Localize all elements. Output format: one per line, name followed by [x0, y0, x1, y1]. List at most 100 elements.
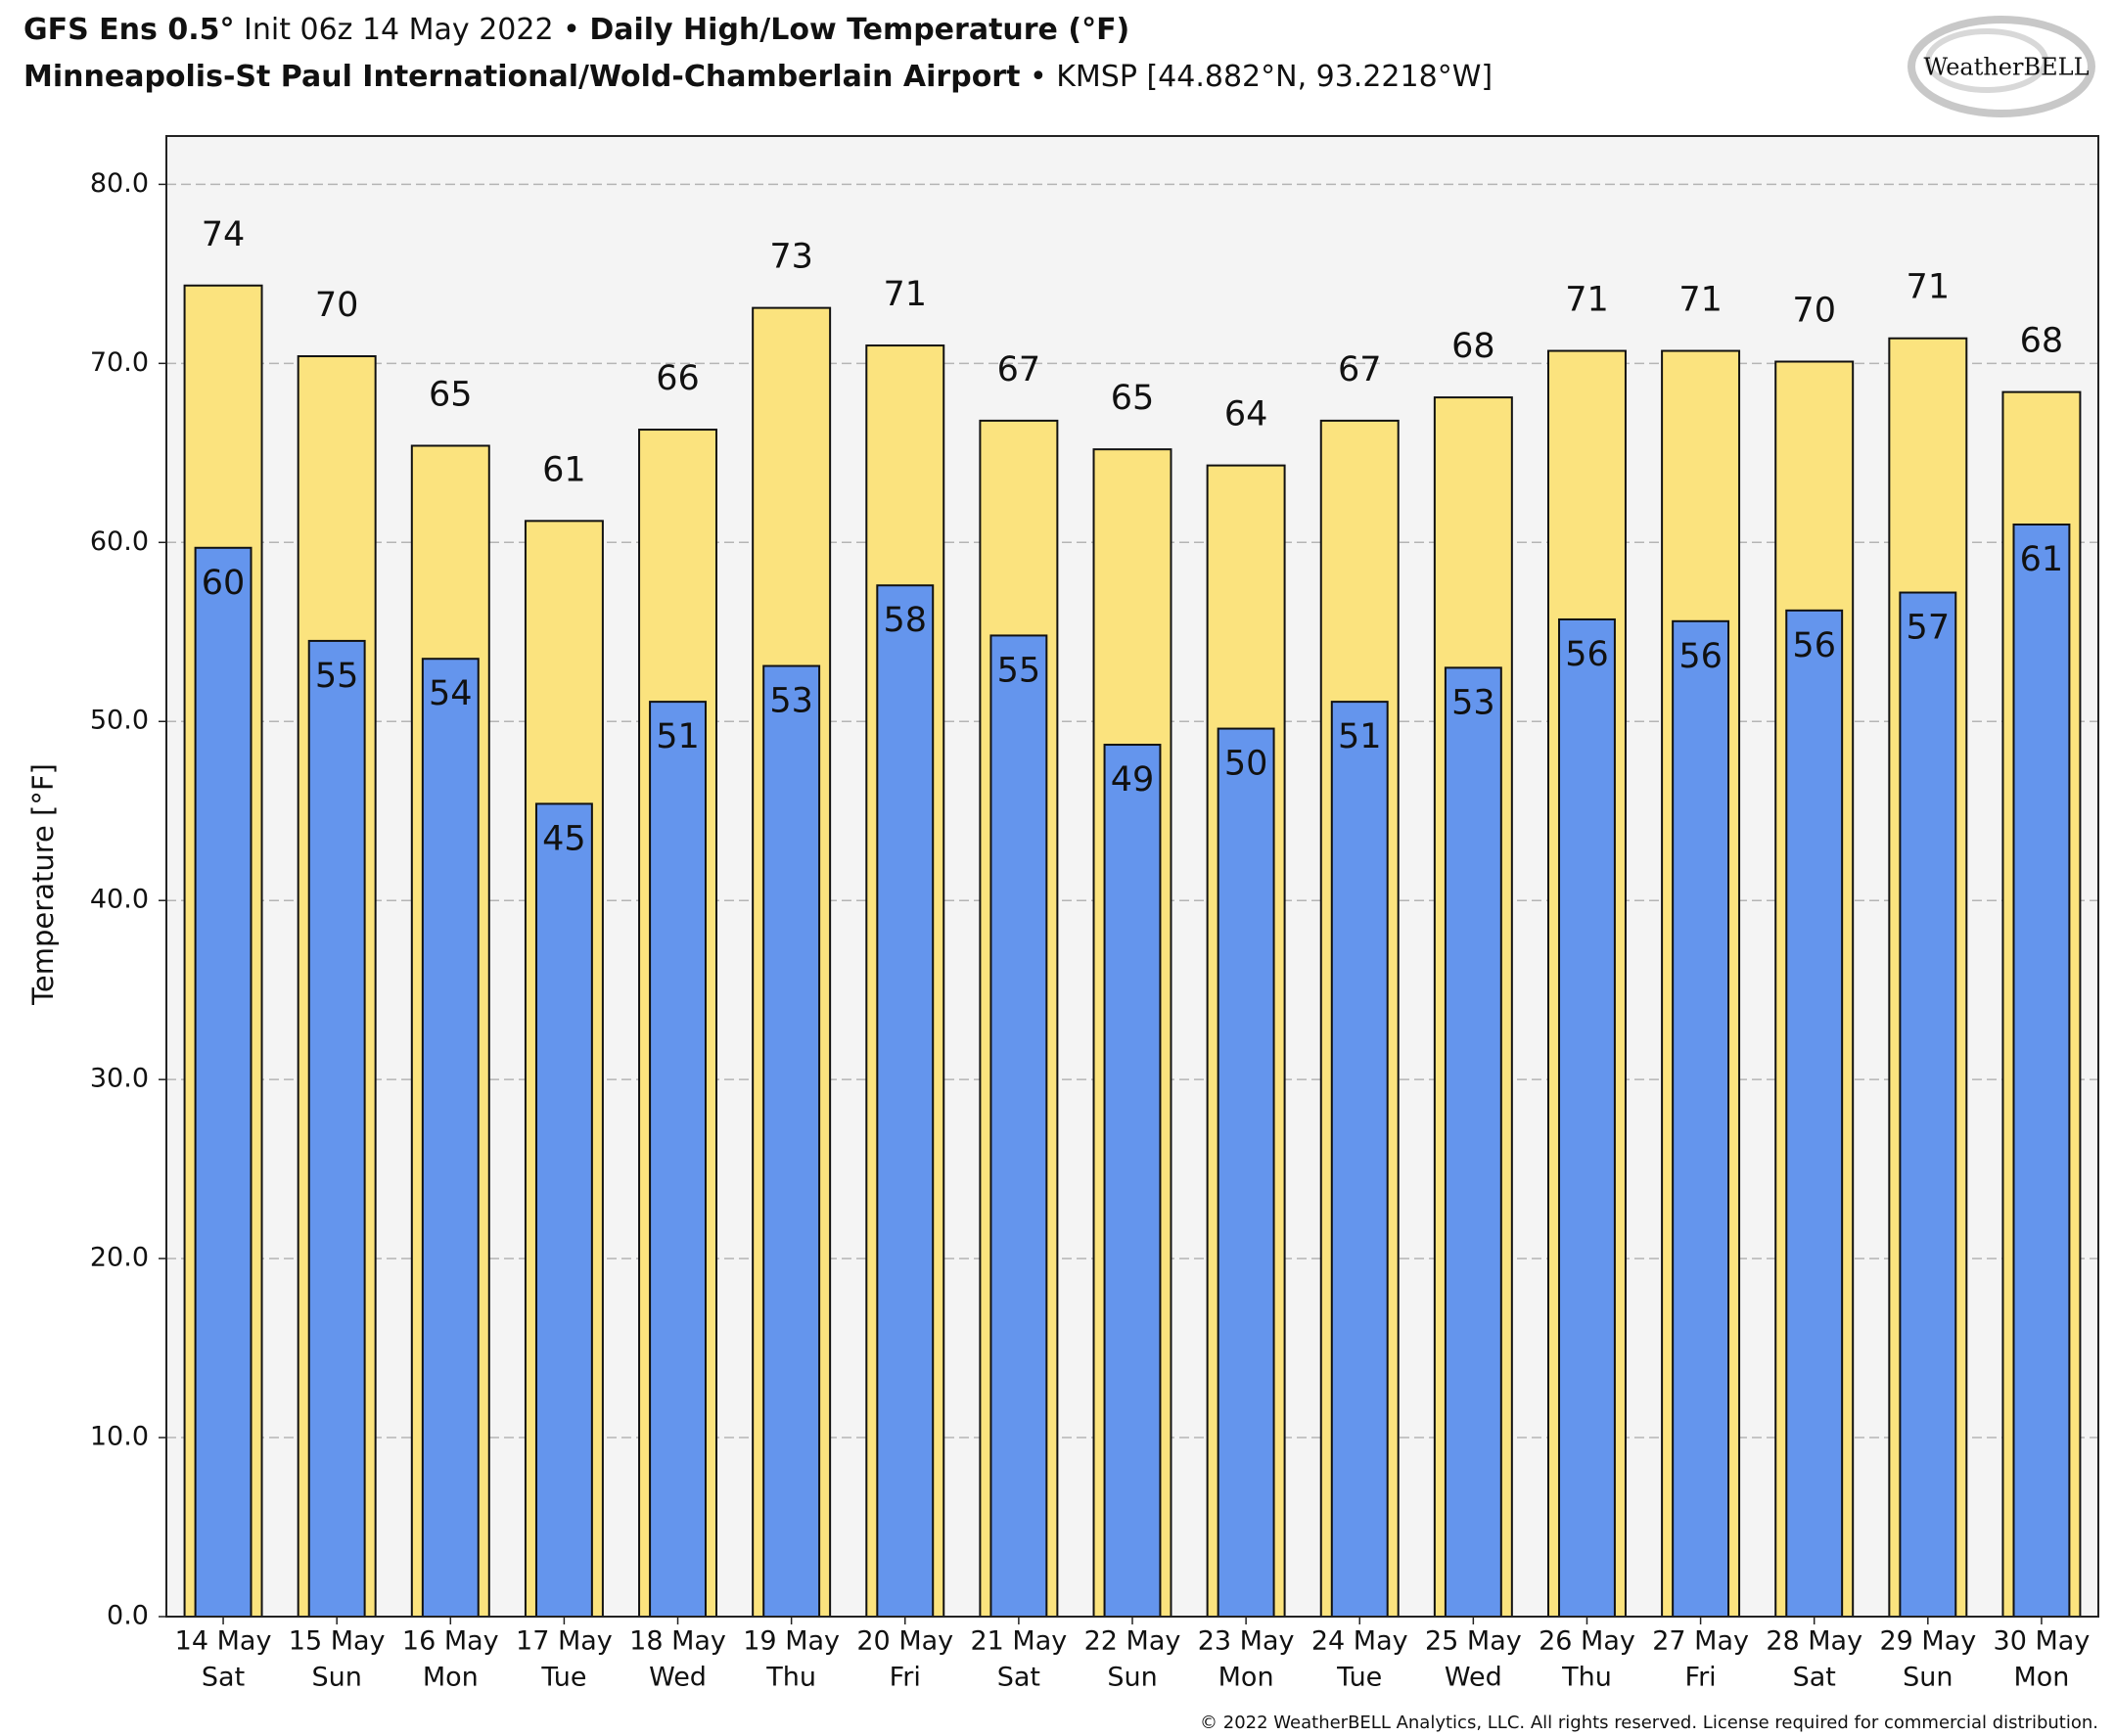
value-label: 60: [202, 564, 246, 603]
value-label: 57: [1907, 609, 1951, 648]
value-label: 49: [1111, 760, 1155, 799]
y-tick-label: 0.0: [107, 1601, 149, 1631]
value-label: 74: [202, 215, 246, 254]
value-label: 55: [315, 657, 359, 696]
value-label: 70: [1792, 292, 1836, 331]
y-tick-label: 60.0: [90, 526, 149, 557]
logo-text: WeatherBELL: [1923, 54, 2089, 81]
y-tick-label: 40.0: [90, 885, 149, 915]
bar: [1444, 666, 1502, 1618]
value-label: 71: [1565, 281, 1609, 320]
x-tick-label: 21 May: [970, 1626, 1067, 1657]
x-tick-label: 23 May: [1198, 1626, 1295, 1657]
logo-swirl: [1925, 28, 2048, 93]
bar: [1785, 609, 1844, 1618]
value-label: 56: [1565, 635, 1609, 674]
x-tick-sublabel: Sat: [997, 1663, 1040, 1693]
bar: [649, 701, 707, 1618]
logo: WeatherBELL: [1907, 16, 2095, 117]
value-label: 58: [883, 601, 927, 640]
bar: [1899, 591, 1957, 1618]
value-label: 68: [1451, 327, 1495, 366]
y-tick-label: 80.0: [90, 168, 149, 199]
bar: [2012, 524, 2071, 1618]
title-segment: Init 06z 14 May 2022 •: [234, 13, 589, 47]
value-label: 71: [1678, 281, 1723, 320]
x-tick-label: 22 May: [1084, 1626, 1181, 1657]
value-label: 73: [769, 238, 813, 277]
value-label: 66: [656, 359, 700, 398]
value-label: 61: [2020, 540, 2064, 579]
value-label: 54: [429, 674, 473, 713]
y-tick-label: 30.0: [90, 1064, 149, 1094]
value-label: 71: [883, 275, 927, 314]
value-label: 67: [997, 350, 1041, 389]
x-tick-label: 28 May: [1766, 1626, 1862, 1657]
value-label: 61: [542, 450, 586, 489]
title-segment: Daily High/Low Temperature (°F): [589, 13, 1129, 47]
x-tick-label: 25 May: [1425, 1626, 1522, 1657]
bar: [1558, 617, 1616, 1618]
x-tick-label: 16 May: [402, 1626, 499, 1657]
value-label: 51: [656, 717, 700, 756]
x-tick-label: 26 May: [1539, 1626, 1635, 1657]
x-tick-sublabel: Mon: [2013, 1663, 2069, 1693]
value-label: 64: [1224, 395, 1268, 434]
x-tick-sublabel: Sun: [1107, 1663, 1157, 1693]
x-tick-label: 17 May: [516, 1626, 613, 1657]
value-label: 51: [1338, 717, 1382, 756]
bar: [989, 634, 1048, 1618]
footer: © 2022 WeatherBELL Analytics, LLC. All r…: [1200, 1713, 2098, 1733]
bar: [534, 802, 593, 1618]
x-tick-sublabel: Tue: [1336, 1663, 1382, 1693]
y-tick-label: 20.0: [90, 1243, 149, 1273]
value-label: 55: [997, 651, 1041, 690]
bar: [307, 639, 366, 1618]
x-tick-sublabel: Mon: [1218, 1663, 1274, 1693]
x-tick-label: 24 May: [1311, 1626, 1408, 1657]
title-segment: • KMSP [44.882°N, 93.2218°W]: [1020, 60, 1493, 94]
logo-swirl: [1907, 16, 2095, 117]
plot-frame: [165, 135, 2099, 1618]
x-tick-label: 27 May: [1652, 1626, 1749, 1657]
x-tick-sublabel: Fri: [1685, 1663, 1717, 1693]
x-tick-label: 19 May: [743, 1626, 840, 1657]
x-tick-label: 30 May: [1994, 1626, 2091, 1657]
chart-title: Minneapolis-St Paul International/Wold-C…: [23, 60, 1493, 94]
bar: [1103, 744, 1162, 1618]
chart-title: GFS Ens 0.5° Init 06z 14 May 2022 • Dail…: [23, 13, 1129, 47]
value-label: 53: [1451, 683, 1495, 722]
x-tick-sublabel: Thu: [1561, 1663, 1612, 1693]
bar: [194, 546, 253, 1618]
bar: [762, 664, 821, 1618]
value-label: 71: [1907, 268, 1951, 307]
x-tick-sublabel: Wed: [649, 1663, 707, 1693]
x-tick-sublabel: Sat: [1793, 1663, 1836, 1693]
value-label: 65: [1111, 379, 1155, 418]
x-tick-sublabel: Wed: [1445, 1663, 1502, 1693]
y-axis-label: Temperature [°F]: [26, 763, 60, 1006]
y-tick-label: 10.0: [90, 1422, 149, 1452]
bar: [1217, 727, 1275, 1618]
x-tick-sublabel: Sun: [311, 1663, 361, 1693]
value-label: 65: [429, 376, 473, 415]
y-tick-label: 70.0: [90, 347, 149, 378]
value-label: 70: [315, 286, 359, 325]
value-label: 68: [2020, 322, 2064, 361]
value-label: 56: [1792, 626, 1836, 665]
value-label: 56: [1678, 637, 1723, 676]
bar: [1672, 619, 1730, 1618]
title-segment: GFS Ens 0.5°: [23, 13, 234, 47]
x-tick-label: 14 May: [175, 1626, 272, 1657]
bar: [1330, 701, 1389, 1618]
bar: [876, 584, 935, 1618]
value-label: 50: [1224, 745, 1268, 784]
x-tick-label: 18 May: [629, 1626, 726, 1657]
x-tick-sublabel: Thu: [765, 1663, 816, 1693]
x-tick-sublabel: Tue: [540, 1663, 586, 1693]
value-label: 67: [1338, 350, 1382, 389]
x-tick-sublabel: Fri: [890, 1663, 921, 1693]
x-tick-label: 20 May: [856, 1626, 953, 1657]
